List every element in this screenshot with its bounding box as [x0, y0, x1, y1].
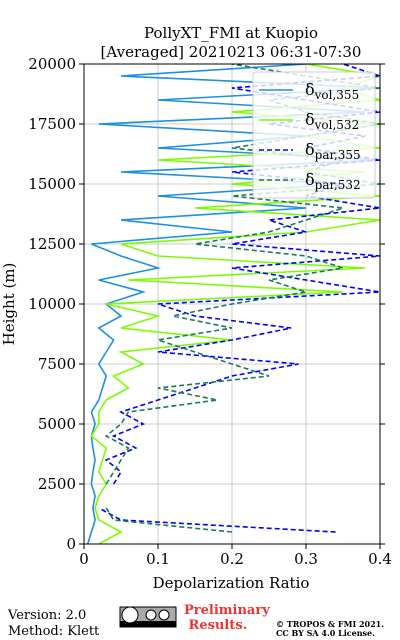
- x-axis-label: Depolarization Ratio: [153, 574, 310, 592]
- x-tick-label: 0.1: [146, 550, 170, 568]
- chart-title: PollyXT_FMI at Kuopio: [144, 24, 318, 42]
- y-tick-label: 12500: [28, 235, 76, 253]
- y-tick-label: 2500: [38, 475, 76, 493]
- license: CC BY SA 4.0 License.: [276, 628, 375, 638]
- legend-label: δpar,532: [305, 170, 361, 192]
- y-tick-label: 7500: [38, 355, 76, 373]
- y-tick-label: 20000: [28, 55, 76, 73]
- copyright: © TROPOS & FMI 2021.: [276, 619, 384, 629]
- cc-logo: [119, 606, 177, 628]
- x-tick-label: 0.2: [220, 550, 244, 568]
- y-tick-label: 10000: [28, 295, 76, 313]
- method: Method: Klett: [8, 624, 100, 639]
- y-axis-label: Height (m): [0, 263, 18, 346]
- legend-label: δvol,532: [305, 110, 359, 132]
- y-tick-label: 0: [66, 535, 76, 553]
- preliminary-1: Preliminary Results.: [184, 603, 270, 633]
- legend-box: [252, 71, 376, 199]
- plot-frame: [83, 63, 381, 545]
- x-tick-label: 0.3: [294, 550, 318, 568]
- y-tick-label: 15000: [28, 175, 76, 193]
- x-tick-label: 0.4: [368, 550, 392, 568]
- y-tick-label: 5000: [38, 415, 76, 433]
- legend-label: δpar,355: [305, 140, 361, 162]
- legend-label: δvol,355: [305, 80, 359, 102]
- chart-subtitle: [Averaged] 20210213 06:31-07:30: [101, 43, 362, 61]
- x-tick-label: 0: [79, 550, 89, 568]
- version: Version: 2.0: [7, 608, 86, 623]
- y-tick-label: 17500: [28, 115, 76, 133]
